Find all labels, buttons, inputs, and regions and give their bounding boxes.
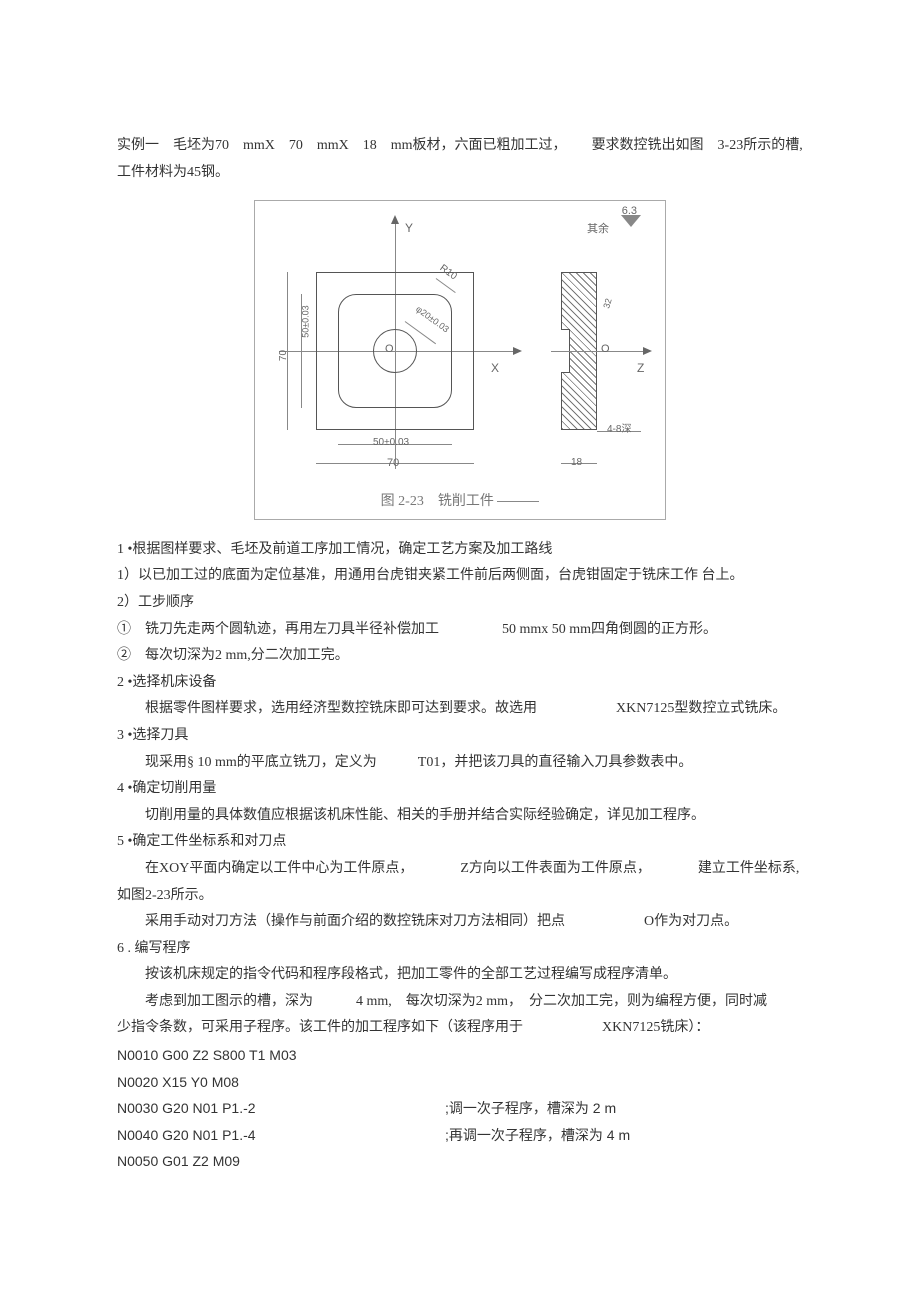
step-2: 2 •选择机床设备 (117, 670, 803, 697)
dim-18: 18 (571, 453, 582, 472)
step-6: 6 . 编写程序 (117, 936, 803, 963)
step-5-1b: Z方向以工件表面为工件原点， (460, 861, 651, 876)
x-axis-arrow-icon (513, 347, 522, 355)
x-axis-label: X (491, 357, 499, 380)
technical-drawing: 6.3 其余 Y X O R10 φ20±0.03 50±0.03 70 50±… (254, 200, 666, 520)
dim-50-v: 50±0.03 (298, 306, 315, 338)
step-3: 3 •选择刀具 (117, 723, 803, 750)
step-5: 5 •确定工件坐标系和对刀点 (117, 829, 803, 856)
dim-48: 4-8深 (607, 420, 631, 439)
step-5-3a: 采用手动对刀方法（操作与前面介绍的数控铣床对刀方法相同）把点 (145, 914, 565, 929)
code-row-2: N0020 X15 Y0 M08 (117, 1069, 803, 1096)
intro-line2: 工件材料为45钢。 (117, 160, 803, 187)
code-r2: N0020 X15 Y0 M08 (117, 1069, 445, 1096)
center-circle (373, 329, 417, 373)
step-6-2b: 4 mm, 每次切深为2 mm， 分二次加工完，则为编程方便，同时减 (356, 994, 767, 1009)
step-1-1: 1）以已加工过的底面为定位基准，用通用台虎钳夹紧工件前后两侧面，台虎钳固定于铣床… (117, 563, 803, 590)
step-1-2-2: ② 每次切深为2 mm,分二次加工完。 (117, 643, 803, 670)
step-5-3: 采用手动对刀方法（操作与前面介绍的数控铣床对刀方法相同）把点 O作为对刀点。 (117, 909, 803, 936)
step-1-2: 2）工步顺序 (117, 590, 803, 617)
step-4-1: 切削用量的具体数值应根据该机床性能、相关的手册并结合实际经验确定，详见加工程序。 (117, 803, 803, 830)
step-5-1: 在XOY平面内确定以工件中心为工件原点， Z方向以工件表面为工件原点， 建立工件… (117, 856, 803, 883)
step-1-2-1a: ① 铣刀先走两个圆轨迹，再用左刀具半径补偿加工 (117, 622, 439, 637)
dim-50-h: 50±0.03 (373, 433, 409, 452)
step-3-1b: T01，并把该刀具的直径输入刀具参数表中。 (418, 755, 693, 770)
code-r4: N0040 G20 N01 P1.-4 (117, 1122, 445, 1149)
step-6-2: 考虑到加工图示的槽，深为 4 mm, 每次切深为2 mm， 分二次加工完，则为编… (117, 989, 803, 1016)
intro-line1b: 要求数控铣出如图 3-23所示的槽, (592, 138, 803, 153)
step-5-1a: 在XOY平面内确定以工件中心为工件原点， (145, 861, 413, 876)
code-r5: N0050 G01 Z2 M09 (117, 1148, 445, 1175)
step-6-3: 少指令条数，可采用子程序。该工件的加工程序如下（该程序用于 XKN7125铣床）… (117, 1015, 803, 1042)
step-6-3a: 少指令条数，可采用子程序。该工件的加工程序如下（该程序用于 (117, 1020, 523, 1035)
code-row-3: N0030 G20 N01 P1.-2 ;调一次子程序，槽深为 2 m (117, 1095, 803, 1122)
code-r3: N0030 G20 N01 P1.-2 (117, 1095, 445, 1122)
figure-container: 6.3 其余 Y X O R10 φ20±0.03 50±0.03 70 50±… (117, 200, 803, 531)
code-r3-comment: ;调一次子程序，槽深为 2 m (445, 1095, 616, 1122)
step-4: 4 •确定切削用量 (117, 776, 803, 803)
dim-70-v: 70 (274, 350, 293, 361)
step-2-1: 根据零件图样要求，选用经济型数控铣床即可达到要求。故选用 XKN7125型数控立… (117, 696, 803, 723)
step-2-1a: 根据零件图样要求，选用经济型数控铣床即可达到要求。故选用 (145, 701, 537, 716)
code-row-1: N0010 G00 Z2 S800 T1 M03 (117, 1042, 803, 1069)
figure-caption: 图 2-23 铣削工件 (255, 489, 665, 516)
step-5-3b: O作为对刀点。 (644, 914, 738, 929)
caption-underline-icon (497, 501, 539, 502)
step-2-1b: XKN7125型数控立式铣床。 (616, 701, 786, 716)
step-6-3b: XKN7125铣床）： (602, 1020, 709, 1035)
origin-o-right: O (601, 339, 610, 360)
roughness-triangle-icon (621, 215, 641, 227)
dim-70-h: 70 (387, 453, 399, 474)
caption-text: 图 2-23 铣削工件 (381, 494, 494, 509)
intro-line1a: 实例一 毛坯为70 mmX 70 mmX 18 mm板材，六面已粗加工过， (117, 138, 567, 153)
z-axis-line (551, 351, 645, 352)
y-axis-arrow-icon (391, 215, 399, 224)
z-axis-arrow-icon (643, 347, 652, 355)
intro-paragraph: 实例一 毛坯为70 mmX 70 mmX 18 mm板材，六面已粗加工过， 要求… (117, 133, 803, 160)
dim-32: 32 (598, 297, 617, 311)
code-row-5: N0050 G01 Z2 M09 (117, 1148, 803, 1175)
step-6-2a: 考虑到加工图示的槽，深为 (145, 994, 313, 1009)
step-3-1: 现采用§ 10 mm的平底立铣刀，定义为 T01，并把该刀具的直径输入刀具参数表… (117, 750, 803, 777)
step-5-2: 如图2-23所示。 (117, 883, 803, 910)
step-1-2-1: ① 铣刀先走两个圆轨迹，再用左刀具半径补偿加工 50 mmx 50 mm四角倒圆… (117, 617, 803, 644)
roughness-rest: 其余 (587, 219, 609, 240)
step-6-1: 按该机床规定的指令代码和程序段格式，把加工零件的全部工艺过程编写成程序清单。 (117, 962, 803, 989)
y-axis-label: Y (405, 217, 413, 240)
code-r1: N0010 G00 Z2 S800 T1 M03 (117, 1042, 445, 1069)
step-5-1c: 建立工件坐标系, (698, 861, 800, 876)
z-axis-label: Z (637, 357, 644, 380)
code-row-4: N0040 G20 N01 P1.-4 ;再调一次子程序，槽深为 4 m (117, 1122, 803, 1149)
nc-program: N0010 G00 Z2 S800 T1 M03 N0020 X15 Y0 M0… (117, 1042, 803, 1175)
origin-o-left: O (385, 339, 394, 360)
step-3-1a: 现采用§ 10 mm的平底立铣刀，定义为 (145, 755, 377, 770)
step-1-2-1b: 50 mmx 50 mm四角倒圆的正方形。 (502, 622, 717, 637)
code-r4-comment: ;再调一次子程序，槽深为 4 m (445, 1122, 630, 1149)
step-1: 1 •根据图样要求、毛坯及前道工序加工情况，确定工艺方案及加工路线 (117, 537, 803, 564)
